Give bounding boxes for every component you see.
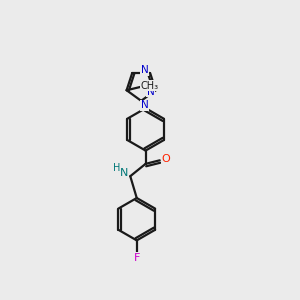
Text: N: N xyxy=(141,100,148,110)
Text: N: N xyxy=(147,87,154,97)
Text: O: O xyxy=(162,154,171,164)
Text: N: N xyxy=(120,168,128,178)
Text: F: F xyxy=(134,253,140,263)
Text: H: H xyxy=(113,163,120,173)
Text: N: N xyxy=(141,65,149,75)
Text: CH₃: CH₃ xyxy=(140,80,159,91)
